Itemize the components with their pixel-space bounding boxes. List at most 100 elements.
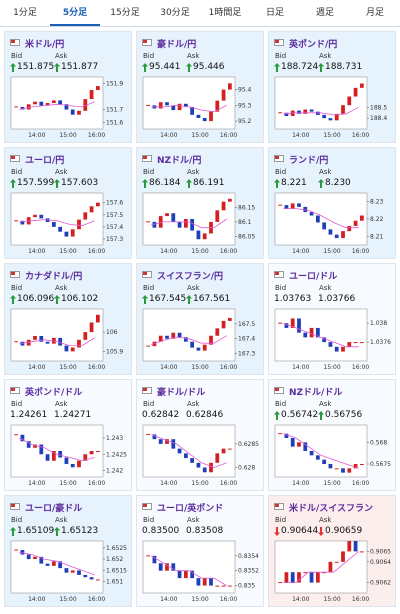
rate-card[interactable]: ユーロ/円 Bid Ask 157.599 157.603 157.6 157.5 157.4…: [4, 147, 132, 259]
y-tick-label: 167.4: [238, 336, 255, 343]
trend-arrow: [274, 411, 280, 420]
x-tick-label: 15:00: [323, 364, 340, 371]
candle: [77, 110, 81, 115]
candle: [77, 460, 81, 468]
x-tick-label: 15:00: [59, 364, 76, 371]
pair-name[interactable]: NZドル/円: [157, 156, 202, 166]
pair-name[interactable]: ユーロ/ドル: [289, 272, 338, 282]
moving-average: [19, 219, 95, 227]
arrow-icon: [54, 63, 60, 72]
candle: [221, 448, 226, 454]
arrow-icon: [186, 295, 192, 304]
x-tick-label: 14:00: [28, 596, 45, 603]
candle: [347, 96, 352, 106]
bid-label: Bid: [143, 400, 155, 408]
pair-name[interactable]: 英ポンド/ドル: [25, 388, 83, 398]
y-tick-label: 151.7: [106, 107, 123, 114]
candle: [328, 229, 333, 235]
ask-label: Ask: [319, 400, 332, 408]
candle: [58, 226, 63, 232]
ask-label: Ask: [187, 284, 200, 292]
candle: [353, 220, 358, 226]
arrow-icon: [186, 63, 192, 72]
y-tick-label: 8.22: [370, 216, 384, 223]
y-tick-label: 188.5: [370, 104, 387, 111]
rate-card[interactable]: ユーロ/豪ドル Bid Ask 1.65109 1.65123 1.6525 1.652 1.…: [4, 495, 132, 607]
candle: [190, 106, 195, 115]
pair-name[interactable]: 米ドル/スイスフラン: [289, 504, 374, 514]
candle: [83, 574, 88, 578]
moving-average: [151, 335, 227, 346]
rate-card[interactable]: 米ドル/スイスフラン Bid Ask 0.90644 0.90659 0.9065 0.90…: [268, 495, 396, 607]
pair-name[interactable]: ランド/円: [289, 156, 329, 166]
ask-label: Ask: [55, 516, 68, 524]
candle: [322, 337, 327, 343]
candle: [303, 109, 308, 114]
x-tick-label: 15:00: [59, 132, 76, 139]
tab[interactable]: 月足: [365, 8, 384, 18]
candle: [215, 100, 220, 112]
trend-arrow: [10, 295, 16, 304]
tab[interactable]: 日足: [265, 8, 284, 18]
moving-average: [151, 434, 227, 468]
rate-card[interactable]: 英ポンド/ドル Bid Ask 1.24261 1.24271 1.243 1.2425 1.…: [4, 379, 132, 491]
candle: [303, 206, 308, 213]
bid-label: Bid: [143, 52, 155, 60]
candle: [51, 561, 56, 566]
pair-name[interactable]: 米ドル/円: [25, 40, 65, 50]
rate-card[interactable]: スイスフラン/円 Bid Ask 167.545 167.561 167.5 167.4 16…: [136, 263, 264, 375]
rate-card[interactable]: ユーロ/英ポンド Bid Ask 0.83500 0.83508 0.8354 0.8352…: [136, 495, 264, 607]
y-tick-label: 8.23: [370, 199, 384, 206]
plot-area: [142, 308, 236, 362]
plot-area: [142, 540, 236, 594]
tab[interactable]: 1時間足: [208, 8, 242, 18]
pair-name[interactable]: NZドル/ドル: [289, 388, 343, 398]
trend-arrow: [142, 179, 148, 188]
candle: [177, 221, 182, 228]
candle: [89, 90, 94, 100]
rate-card[interactable]: ユーロ/ドル Bid Ask 1.03763 1.03766 1.038 1.0376 14:…: [268, 263, 396, 375]
candle: [20, 550, 25, 555]
y-tick-label: 167.3: [238, 351, 255, 358]
x-tick-label: 16:00: [220, 364, 237, 371]
rate-card[interactable]: 米ドル/円 Bid Ask 151.875 151.877 151.9 151.7 151.6…: [4, 31, 132, 143]
tab[interactable]: 週足: [315, 8, 334, 18]
candle: [284, 205, 289, 209]
y-tick-label: 1.651: [106, 579, 123, 586]
rate-card[interactable]: NZドル/ドル Bid Ask 0.56742 0.56756 0.568 0.5675 14…: [268, 379, 396, 491]
pair-name[interactable]: ユーロ/豪ドル: [25, 504, 83, 514]
rate-card[interactable]: 豪ドル/ドル Bid Ask 0.62842 0.62846 0.6285 0.628 14:…: [136, 379, 264, 491]
rate-card[interactable]: 英ポンド/円 Bid Ask 188.724 188.731 188.5 188.4 14:0…: [268, 31, 396, 143]
y-tick-label: 0.9065: [370, 548, 391, 555]
candle: [315, 572, 320, 583]
tab[interactable]: 1分足: [13, 8, 37, 18]
rate-card[interactable]: ランド/円 Bid Ask 8.221 8.230 8.23 8.22 8.21 14:00 15…: [268, 147, 396, 259]
pair-name[interactable]: ユーロ/英ポンド: [157, 504, 224, 514]
tab[interactable]: 30分足: [160, 8, 190, 18]
candle: [359, 342, 364, 344]
mini-chart: 0.8354 0.8352 0.835 14:00 15:00 16:00: [142, 540, 259, 603]
rate-card[interactable]: NZドル/円 Bid Ask 86.184 86.191 86.15 86.1 86.05 14…: [136, 147, 264, 259]
pair-name[interactable]: 豪ドル/ドル: [157, 388, 206, 398]
candle: [183, 337, 188, 342]
pair-name[interactable]: 豪ドル/円: [157, 40, 197, 50]
x-tick-label: 15:00: [191, 364, 208, 371]
tab[interactable]: 5分足: [50, 0, 100, 26]
mini-chart: 1.243 1.2425 1.242 14:00 15:00 16:00: [10, 424, 127, 487]
candle: [334, 468, 339, 470]
pair-name[interactable]: カナダドル/円: [25, 272, 83, 282]
rate-card[interactable]: カナダドル/円 Bid Ask 106.096 106.102 106 105.9 14:00…: [4, 263, 132, 375]
pair-name[interactable]: 英ポンド/円: [289, 40, 338, 50]
pair-name[interactable]: スイスフラン/円: [157, 272, 224, 282]
mini-chart: 0.568 0.5675 14:00 15:00 16:00: [274, 424, 391, 487]
pair-name[interactable]: ユーロ/円: [25, 156, 65, 166]
candle: [221, 89, 226, 101]
tab[interactable]: 15分足: [110, 8, 140, 18]
ask-value: 151.877: [61, 62, 99, 72]
candle: [359, 83, 364, 88]
ask-value: 86.191: [193, 178, 225, 188]
y-tick-label: 0.568: [370, 439, 387, 446]
x-tick-label: 16:00: [220, 596, 237, 603]
rate-card[interactable]: 豪ドル/円 Bid Ask 95.441 95.446 95.4 95.3 95.2 14:00…: [136, 31, 264, 143]
candle: [221, 201, 226, 211]
